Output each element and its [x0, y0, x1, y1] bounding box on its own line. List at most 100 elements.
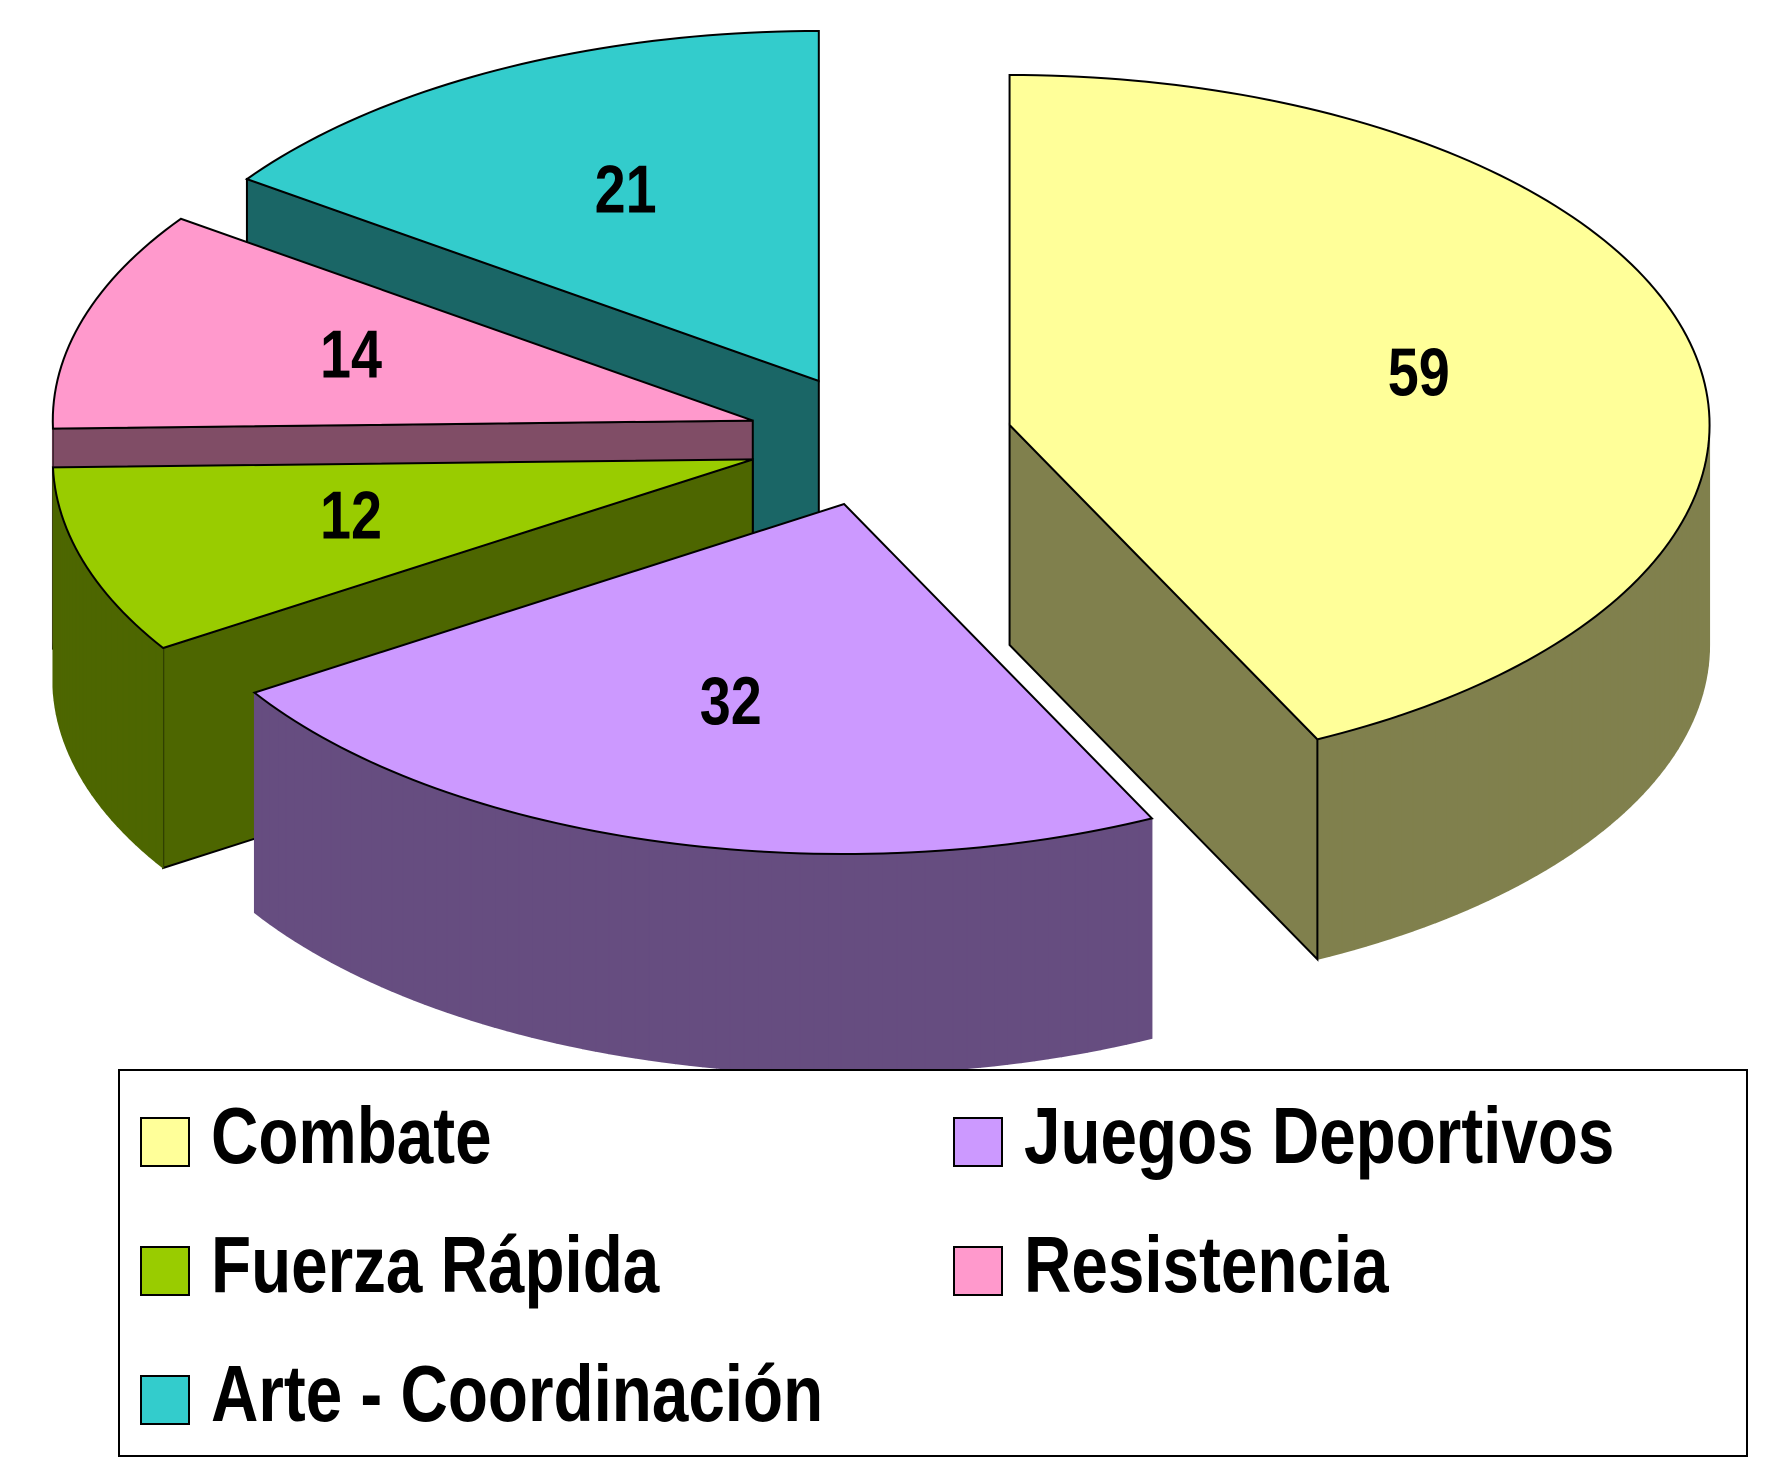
slice-side [1456, 688, 1469, 915]
data-label-group: 14 [320, 317, 382, 392]
slice-side [482, 803, 496, 1028]
legend-label-group: Resistencia [1024, 1220, 1390, 1310]
legend-label-group: Fuerza Rápida [211, 1220, 660, 1310]
slice-side [1007, 842, 1022, 1065]
slice-side [1034, 838, 1049, 1062]
slice-side [1341, 728, 1355, 954]
slice-side [424, 783, 437, 1010]
slice-side [1587, 615, 1597, 844]
slice-side [675, 843, 690, 1066]
slice-side [1595, 609, 1604, 838]
data-label-group: 12 [320, 478, 382, 553]
slice-side [391, 770, 404, 997]
slice-side [993, 843, 1009, 1067]
slice-side [1060, 833, 1076, 1058]
slice-side [435, 787, 448, 1014]
slice-side [312, 731, 323, 958]
slice-side [370, 761, 382, 988]
slice-side [952, 848, 968, 1071]
legend-label: Resistencia [1024, 1220, 1390, 1310]
slice-side [413, 779, 426, 1005]
slice-top [51, 458, 754, 650]
data-label: 59 [1388, 335, 1450, 410]
slice-side [82, 559, 88, 790]
slice-side [1685, 507, 1691, 736]
slice-side [1630, 578, 1638, 808]
slice-side [910, 851, 926, 1073]
slice-side [1508, 664, 1519, 892]
slice-side [582, 828, 597, 1052]
slice-top [51, 217, 754, 430]
slice-side [648, 839, 663, 1063]
slice-side [556, 822, 571, 1047]
slice-side [924, 850, 940, 1073]
slice-side [1545, 643, 1556, 871]
slice-side [340, 746, 352, 974]
slice-side [595, 830, 610, 1055]
slice-side [261, 697, 271, 926]
slice-side [91, 572, 97, 803]
slice-side [1648, 559, 1656, 789]
slice-side [86, 566, 93, 797]
slice-side [1681, 514, 1687, 742]
slice-side [1316, 735, 1331, 960]
slice-side [303, 725, 314, 953]
slice-side [1517, 659, 1529, 887]
slice-side [458, 795, 472, 1021]
slice-side [1677, 519, 1683, 751]
slice-side [1423, 701, 1437, 928]
slice-top [252, 502, 1154, 856]
slice-side [148, 635, 157, 864]
slice-side [285, 714, 296, 943]
slice-side [135, 623, 143, 852]
slice-side [1617, 591, 1625, 820]
slice-side [840, 853, 856, 1075]
slice-side [661, 841, 677, 1065]
legend-box [118, 1069, 1748, 1457]
data-label: 12 [320, 478, 382, 553]
data-label: 14 [320, 317, 382, 392]
slice-side [350, 751, 362, 979]
data-label-group: 59 [1388, 335, 1450, 410]
slice-side [757, 850, 773, 1073]
slice-side [785, 852, 801, 1074]
slice-side [1074, 831, 1089, 1056]
slice-side [111, 598, 118, 828]
slice-side [531, 816, 545, 1041]
legend-label-group: Combate [211, 1091, 492, 1181]
slice-side [122, 611, 130, 840]
legend-swatch [953, 1117, 1003, 1167]
slice-side [799, 852, 815, 1075]
legend-label: Fuerza Rápida [211, 1220, 660, 1310]
slice-side [1467, 684, 1479, 911]
slice-side [75, 548, 80, 776]
slice-side [813, 853, 829, 1075]
pie: 59 32 12 14 21 [51, 29, 1711, 1075]
slice-side [569, 825, 584, 1050]
slice-side [470, 799, 484, 1025]
legend-label-group: Juegos Deportivos [1024, 1091, 1614, 1181]
slice-side [729, 848, 745, 1071]
slice-side [1412, 706, 1425, 932]
slice-side [1365, 721, 1379, 947]
slice-side [688, 844, 704, 1068]
slice-side [979, 845, 995, 1068]
slice-top [1008, 73, 1711, 741]
slice-side [253, 691, 263, 920]
slice-side [105, 592, 113, 822]
slice-side [1673, 526, 1679, 757]
slice-side [621, 835, 636, 1059]
slice-side [896, 851, 912, 1074]
slice-side [71, 541, 77, 769]
legend-swatch [140, 1117, 190, 1167]
slice-side [269, 703, 279, 931]
legend-label-group: Arte - Coordinación [211, 1349, 823, 1439]
slice-side [608, 833, 623, 1057]
slice-side [446, 791, 460, 1018]
slice-side [380, 765, 393, 992]
slice-side [1554, 638, 1564, 866]
slice-side [128, 617, 137, 846]
slice-side [330, 741, 342, 969]
